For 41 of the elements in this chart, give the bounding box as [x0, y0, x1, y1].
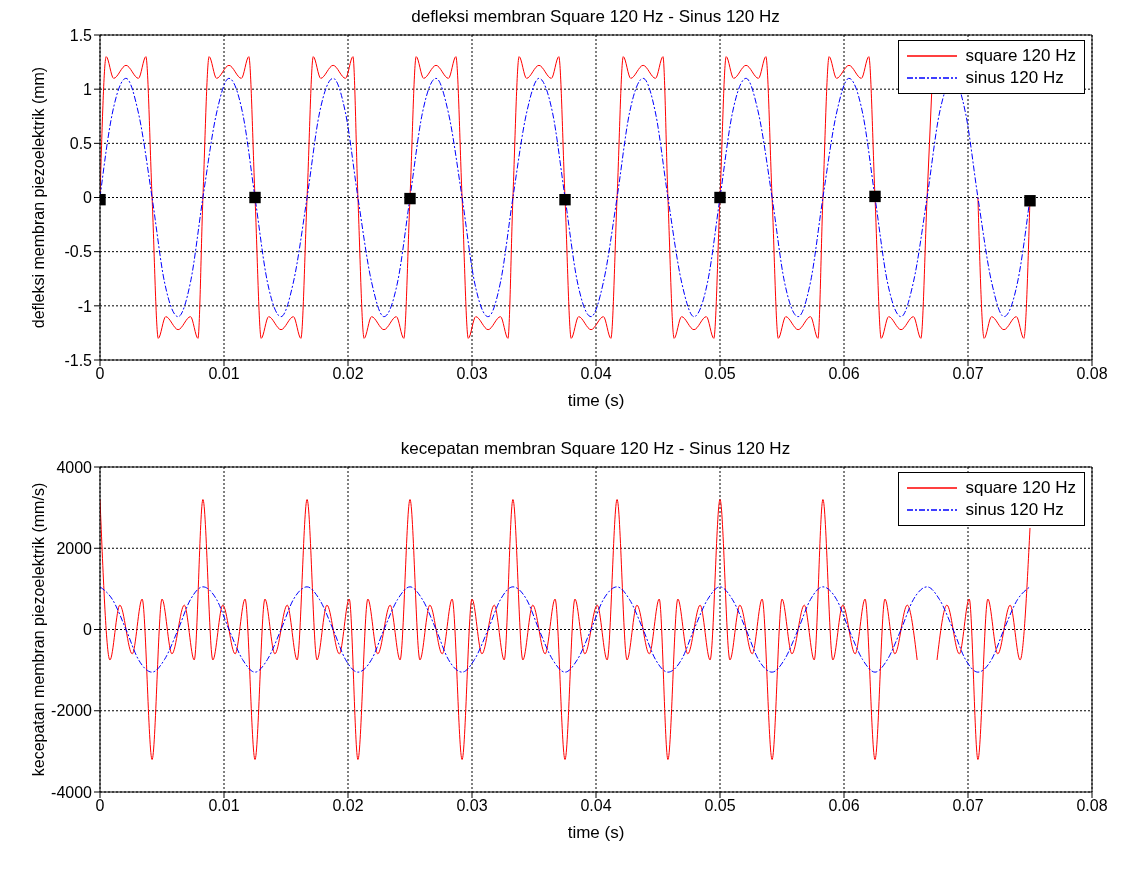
x-tick-label: 0.07	[952, 797, 984, 815]
x-tick-label: 0	[95, 365, 105, 383]
y-tick-label: -2000	[51, 702, 93, 720]
legend-label: square 120 Hz	[965, 45, 1076, 67]
legend-label: sinus 120 Hz	[965, 499, 1064, 521]
x-tick-label: 0.05	[704, 797, 736, 815]
x-tick-label: 0.03	[456, 365, 488, 383]
y-tick-label: 1.5	[69, 26, 93, 44]
y-axis-title: kecepatan membran piezoelektrik (mm/s)	[29, 482, 47, 777]
y-tick-label: 4000	[56, 458, 93, 476]
y-tick-label: 0.5	[69, 135, 93, 153]
chart-title: kecepatan membran Square 120 Hz - Sinus 120 Hz	[399, 439, 792, 458]
y-tick-label: 0	[83, 189, 93, 207]
y-tick-label: -1.5	[64, 351, 93, 369]
x-tick-label: 0.02	[332, 365, 364, 383]
x-axis-title: time (s)	[567, 391, 625, 410]
legend-label: sinus 120 Hz	[965, 67, 1064, 89]
x-tick-label: 0.04	[580, 797, 612, 815]
x-tick-label: 0.06	[828, 797, 860, 815]
y-tick-label: 2000	[56, 539, 93, 557]
x-tick-label: 0.04	[580, 365, 612, 383]
x-tick-label: 0.06	[828, 365, 860, 383]
x-tick-label: 0.08	[1076, 797, 1108, 815]
x-axis-title: time (s)	[567, 823, 625, 842]
y-tick-label: -1	[77, 297, 93, 315]
legend-label: square 120 Hz	[965, 477, 1076, 499]
x-tick-label: 0.07	[952, 365, 984, 383]
y-tick-label: 0	[83, 621, 93, 639]
y-tick-label: -0.5	[64, 243, 93, 261]
line-series	[100, 586, 1031, 673]
y-tick-label: 1	[83, 80, 93, 98]
y-tick-label: -4000	[51, 783, 93, 801]
x-tick-label: 0.03	[456, 797, 488, 815]
x-tick-label: 0.01	[208, 797, 240, 815]
x-tick-label: 0.01	[208, 365, 240, 383]
y-axis-title: defleksi membran piezoelektrik (mm)	[29, 66, 47, 329]
x-tick-label: 0	[95, 797, 105, 815]
x-tick-label: 0.08	[1076, 365, 1108, 383]
chart-title: defleksi membran Square 120 Hz - Sinus 120 Hz	[410, 7, 781, 26]
x-tick-label: 0.02	[332, 797, 364, 815]
x-tick-label: 0.05	[704, 365, 736, 383]
